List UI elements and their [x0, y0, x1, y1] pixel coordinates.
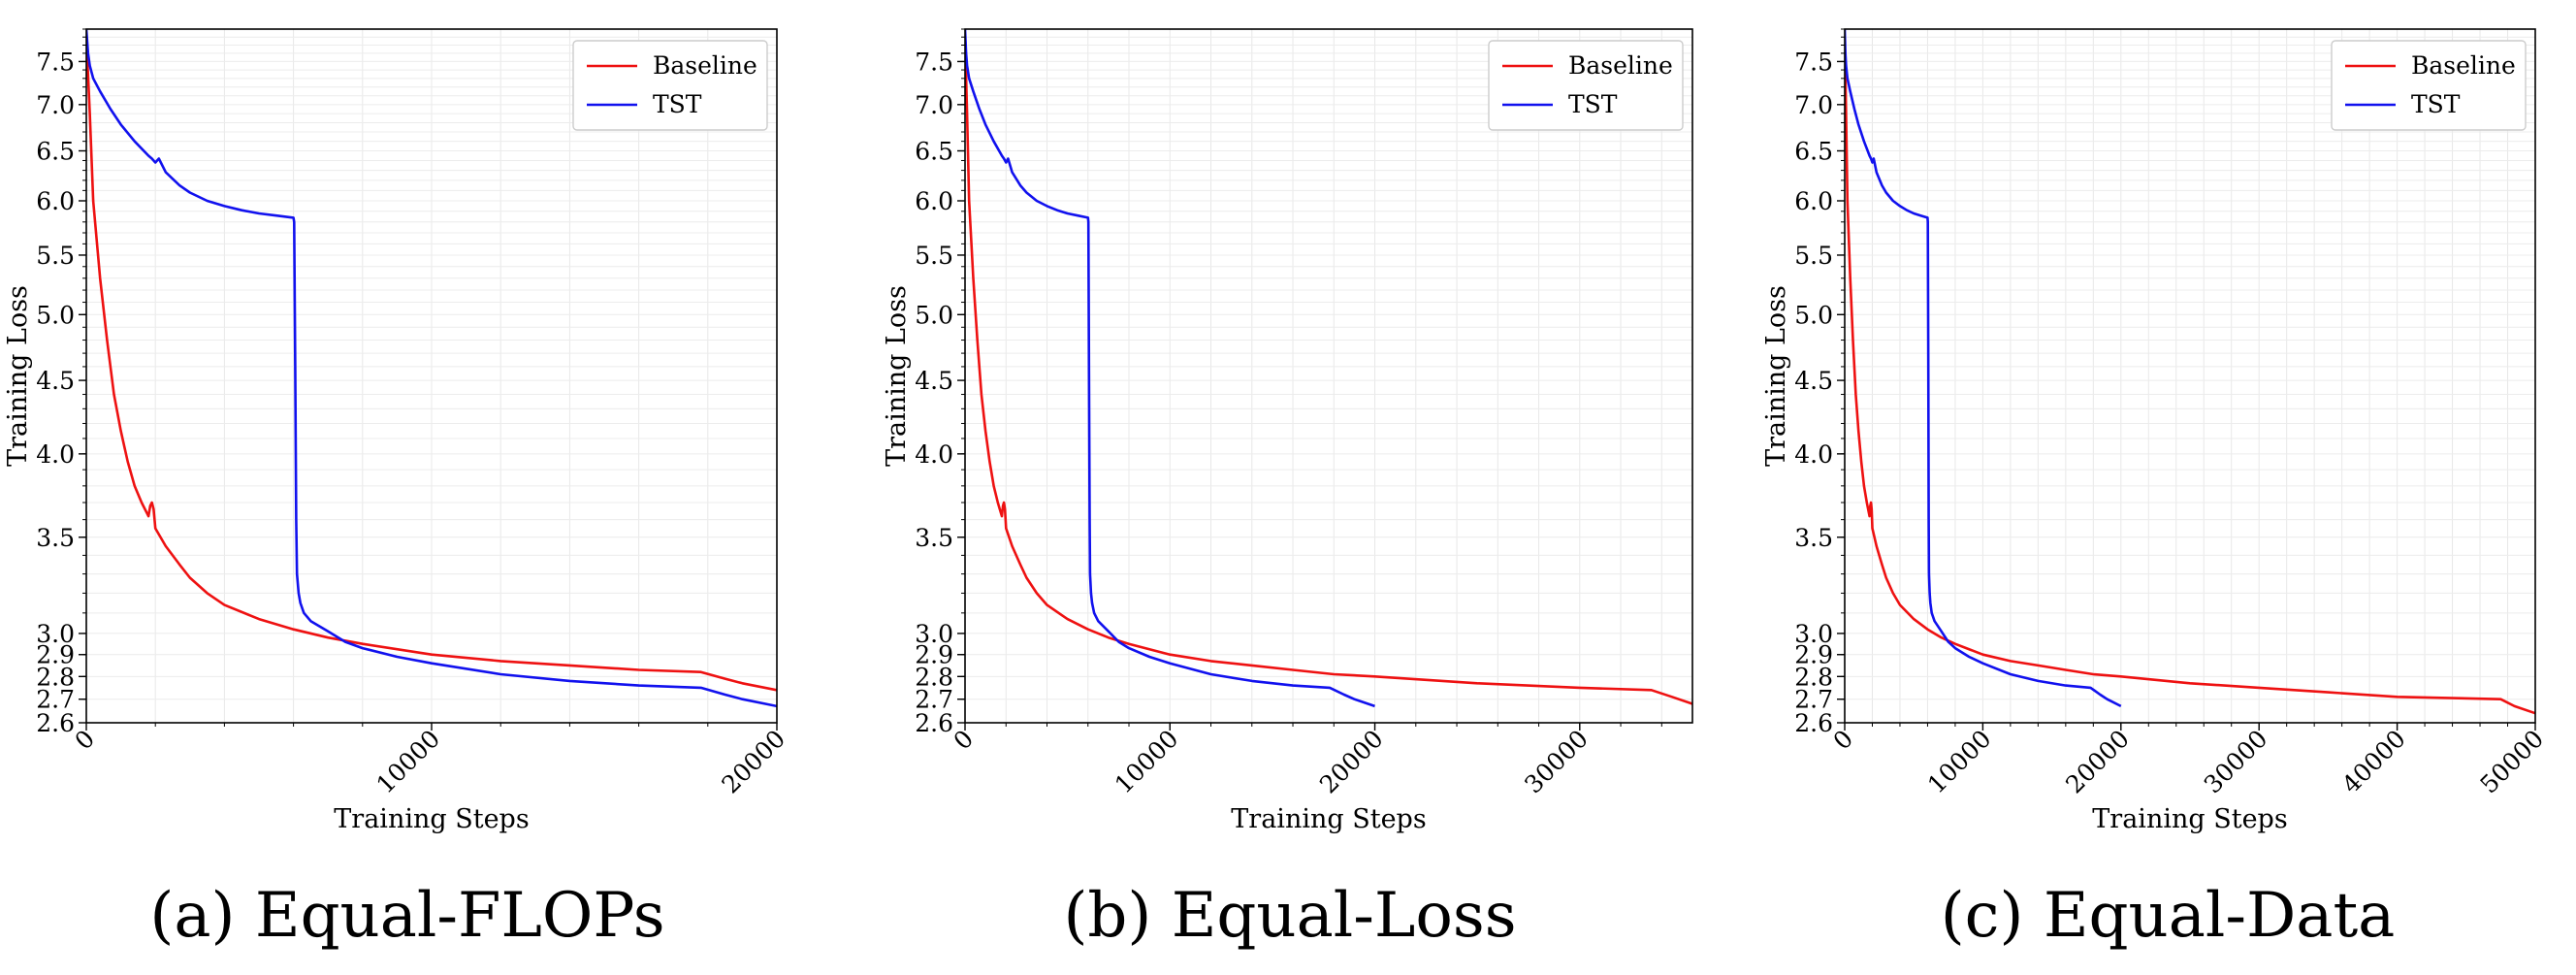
- y-tick-label: 7.5: [1794, 48, 1833, 76]
- legend-box: [572, 40, 768, 131]
- x-tick-label: 10000: [1922, 725, 1997, 799]
- y-tick-label: 6.0: [1794, 187, 1833, 215]
- panel-caption: (b) Equal-Loss: [1063, 880, 1516, 952]
- y-tick-label: 3.5: [1794, 524, 1833, 552]
- legend-label-baseline: Baseline: [1568, 51, 1673, 80]
- series-line-tst: [86, 29, 777, 708]
- y-tick-label: 5.5: [36, 242, 75, 270]
- series-line-baseline: [1845, 37, 2535, 715]
- x-tick-label: 10000: [370, 725, 445, 799]
- series-line-baseline: [965, 37, 1692, 705]
- legend-label-baseline: Baseline: [2411, 51, 2516, 80]
- panel-caption: (c) Equal-Data: [1941, 880, 2396, 952]
- y-tick-label: 2.8: [915, 663, 953, 691]
- y-tick-label: 2.8: [36, 663, 75, 691]
- y-tick-label: 2.7: [915, 686, 953, 714]
- y-tick-label: 5.0: [915, 301, 953, 329]
- y-tick-label: 4.5: [915, 367, 953, 395]
- y-tick-label: 3.5: [36, 524, 75, 552]
- chart-panel-a: 2.62.72.82.93.0 3.5 4.0 4.5 5.0 5.5 6.0 6.5 7.0 7…: [3, 28, 790, 952]
- x-tick-label: 20000: [1314, 725, 1389, 799]
- y-tick-label: 6.0: [36, 187, 75, 215]
- y-tick-label: 5.5: [915, 242, 953, 270]
- y-tick-label: 4.0: [915, 440, 953, 469]
- y-tick-label: 7.0: [915, 91, 953, 119]
- x-axis-title: Training Steps: [1231, 804, 1426, 834]
- y-tick-label: 2.9: [915, 641, 953, 669]
- y-tick-label: 2.6: [915, 709, 953, 737]
- y-tick-label: 4.5: [36, 367, 75, 395]
- y-tick-label: 2.8: [1794, 663, 1833, 691]
- y-tick-label: 4.5: [1794, 367, 1833, 395]
- y-tick-label: 7.0: [1794, 91, 1833, 119]
- chart-panel-c: 2.62.72.82.93.0 3.5 4.0 4.5 5.0 5.5 6.0 6.5 7.0 7…: [1761, 28, 2549, 952]
- y-tick-label: 2.9: [1794, 641, 1833, 669]
- plot-frame: [964, 28, 1693, 724]
- plot-frame: [1844, 28, 2536, 724]
- legend-box: [2331, 40, 2527, 131]
- legend-box: [1488, 40, 1684, 131]
- y-tick-label: 4.0: [36, 440, 75, 469]
- y-tick-label: 7.5: [915, 48, 953, 76]
- legend-label-tst: TST: [653, 90, 702, 118]
- y-tick-label: 6.5: [36, 137, 75, 165]
- x-tick-label: 30000: [1519, 725, 1594, 799]
- legend: Baseline TST: [2331, 40, 2527, 131]
- series-line-baseline: [86, 37, 777, 692]
- legend: Baseline TST: [1488, 40, 1684, 131]
- y-tick-label: 5.0: [36, 301, 75, 329]
- y-tick-label: 3.0: [1794, 620, 1833, 648]
- y-tick-label: 7.0: [36, 91, 75, 119]
- y-tick-label: 7.5: [36, 48, 75, 76]
- chart-panel-b: 2.62.72.82.93.0 3.5 4.0 4.5 5.0 5.5 6.0 6.5 7.0 7…: [882, 28, 1693, 952]
- y-tick-label: 6.0: [915, 187, 953, 215]
- x-tick-label: 20000: [716, 725, 790, 799]
- y-tick-label: 5.5: [1794, 242, 1833, 270]
- y-tick-label: 3.0: [915, 620, 953, 648]
- y-axis-title: Training Loss: [882, 285, 912, 467]
- x-tick-label: 20000: [2060, 725, 2135, 799]
- grid: [965, 29, 1692, 723]
- y-tick-label: 2.9: [36, 641, 75, 669]
- x-tick-label: 30000: [2199, 725, 2273, 799]
- y-axis-title: Training Loss: [3, 285, 33, 467]
- y-tick-label: 6.5: [1794, 137, 1833, 165]
- series-line-tst: [1845, 29, 2122, 708]
- panel-caption: (a) Equal-FLOPs: [149, 880, 664, 952]
- x-tick-label: 50000: [2474, 725, 2549, 799]
- grid: [1845, 29, 2535, 723]
- x-axis-title: Training Steps: [2092, 804, 2287, 834]
- y-tick-label: 2.7: [36, 686, 75, 714]
- y-tick-label: 2.7: [1794, 686, 1833, 714]
- y-axis-title: Training Loss: [1761, 285, 1791, 467]
- grid: [86, 29, 777, 723]
- y-tick-label: 6.5: [915, 137, 953, 165]
- y-tick-label: 2.6: [1794, 709, 1833, 737]
- x-tick-label: 40000: [2336, 725, 2411, 799]
- y-tick-label: 2.6: [36, 709, 75, 737]
- legend-label-baseline: Baseline: [653, 51, 757, 80]
- legend: Baseline TST: [572, 40, 768, 131]
- legend-label-tst: TST: [2411, 90, 2461, 118]
- y-tick-label: 5.0: [1794, 301, 1833, 329]
- series-line-tst: [965, 29, 1375, 708]
- y-tick-label: 3.0: [36, 620, 75, 648]
- legend-label-tst: TST: [1568, 90, 1618, 118]
- x-axis-title: Training Steps: [334, 804, 529, 834]
- x-tick-label: 10000: [1110, 725, 1184, 799]
- y-tick-label: 3.5: [915, 524, 953, 552]
- y-tick-label: 4.0: [1794, 440, 1833, 469]
